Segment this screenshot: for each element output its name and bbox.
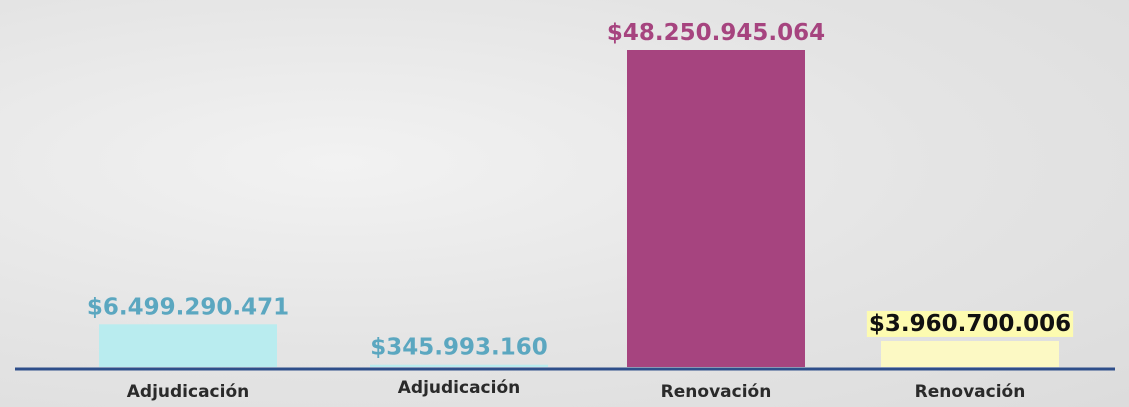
bar: [99, 324, 277, 367]
bar: [627, 50, 805, 367]
value-label: $48.250.945.064: [607, 20, 825, 46]
x-tick-label: Adjudicación: [398, 378, 521, 398]
x-tick-label: Renovación: [915, 382, 1026, 402]
x-tick-label: Adjudicación: [127, 382, 250, 402]
label-highlight: [866, 310, 1074, 337]
x-tick-label: Renovación: [661, 382, 772, 402]
value-label: $3.960.700.006: [869, 311, 1071, 337]
bar: [370, 364, 548, 367]
value-label: $345.993.160: [370, 335, 548, 361]
bar: [881, 340, 1059, 367]
value-label: $6.499.290.471: [87, 294, 289, 320]
